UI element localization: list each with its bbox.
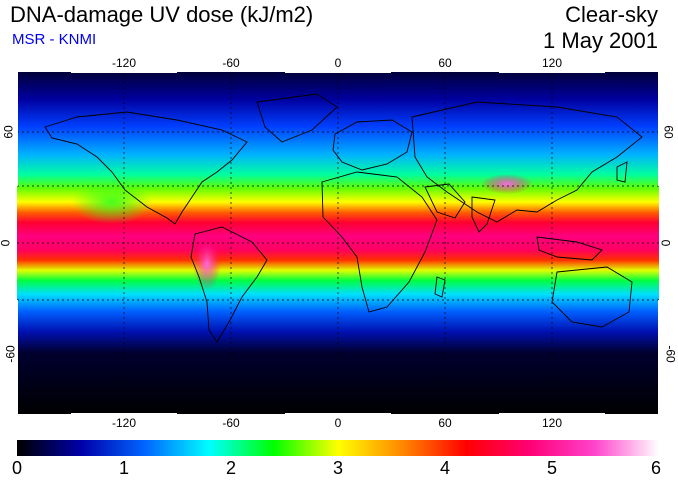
colorbar-tick: 3 <box>332 458 344 478</box>
lon-tick-top: -60 <box>222 56 240 70</box>
uv-dose-world-map <box>17 72 659 414</box>
europe-coast <box>332 119 413 171</box>
indonesia-coast <box>536 236 603 261</box>
north-america-coast <box>44 111 248 225</box>
asia-coast <box>411 101 643 223</box>
lat-tick-left: 60 <box>1 125 16 139</box>
greenland-coast <box>256 93 338 143</box>
colorbar <box>17 440 659 456</box>
south-america-coast <box>190 226 268 343</box>
lon-tick-top: 60 <box>438 56 452 70</box>
lon-tick-top: -120 <box>111 56 137 70</box>
lon-tick-bottom: 0 <box>334 416 342 430</box>
coastlines <box>44 93 643 343</box>
source-label: MSR - KNMI <box>12 31 97 48</box>
colorbar-tick: 5 <box>546 458 558 478</box>
lat-tick-left: 0 <box>0 240 12 247</box>
lon-tick-bottom: 120 <box>541 416 563 430</box>
tibet-hotspot <box>481 174 533 194</box>
colorbar-tick: 2 <box>225 458 237 478</box>
australia-coast <box>551 266 633 328</box>
lon-tick-bottom: -60 <box>222 416 240 430</box>
colorbar-tick: 0 <box>11 458 23 478</box>
sky-condition-label: Clear-sky <box>565 2 658 27</box>
colorbar-tick: 6 <box>650 458 662 478</box>
lon-tick-bottom: -120 <box>111 416 137 430</box>
map-title: DNA-damage UV dose (kJ/m2) <box>10 2 314 27</box>
lon-tick-top: 120 <box>541 56 563 70</box>
lon-tick-top: 0 <box>334 56 342 70</box>
date-label: 1 May 2001 <box>543 28 658 53</box>
andes-hotspot <box>193 238 221 290</box>
lat-tick-left: -60 <box>3 345 18 363</box>
madagascar-coast <box>434 276 446 298</box>
lat-tick-right: 0 <box>658 239 673 247</box>
lat-tick-right: 60 <box>661 125 676 139</box>
africa-coast <box>321 171 438 313</box>
japan-coast <box>616 161 628 183</box>
lat-lon-gridlines <box>17 72 659 414</box>
lon-tick-bottom: 60 <box>438 416 452 430</box>
pacific-green-anomaly <box>72 180 152 224</box>
lat-tick-right: -60 <box>663 345 678 363</box>
india-coast <box>471 196 496 233</box>
arabia-coast <box>424 183 466 219</box>
colorbar-tick: 1 <box>118 458 130 478</box>
colorbar-tick: 4 <box>439 458 451 478</box>
